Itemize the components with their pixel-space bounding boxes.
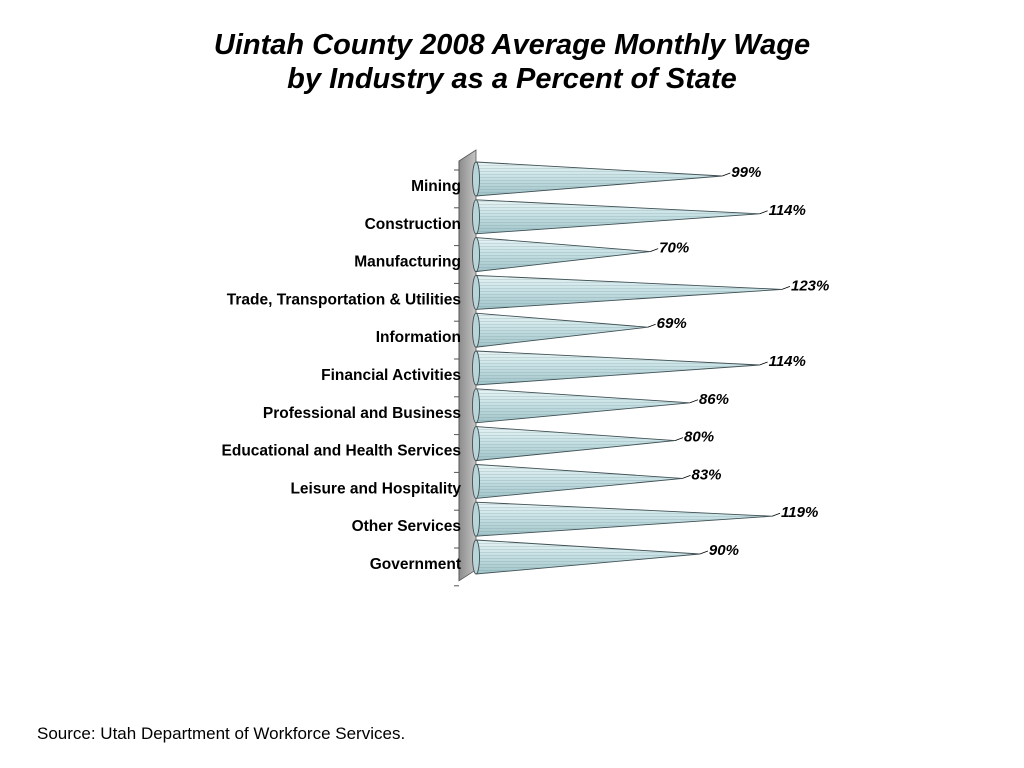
cone-texture xyxy=(476,199,760,234)
cone-base xyxy=(472,350,480,386)
chart-title: Uintah County 2008 Average Monthly Wage … xyxy=(0,28,1024,96)
cone-base xyxy=(472,388,480,424)
cone-texture xyxy=(476,351,760,385)
data-label: 123% xyxy=(791,277,829,294)
data-label-leader xyxy=(759,361,768,366)
category-axis-labels: Mining Construction Manufacturing Trade, Tr… xyxy=(222,178,462,573)
data-label: 99% xyxy=(731,164,761,181)
cone-texture xyxy=(476,237,651,272)
cone-bar xyxy=(472,463,683,499)
cone-bar xyxy=(472,161,723,197)
data-label-leader xyxy=(699,550,709,555)
cone-texture xyxy=(476,502,773,537)
cone-base xyxy=(472,237,480,273)
category-label: Trade, Transportation & Utilities xyxy=(227,291,461,308)
cone-texture xyxy=(476,388,690,423)
data-label-leader xyxy=(689,399,699,404)
source-note: Source: Utah Department of Workforce Ser… xyxy=(37,724,406,743)
cone-base xyxy=(472,463,480,499)
data-label: 119% xyxy=(781,504,818,521)
cone-texture xyxy=(476,426,676,461)
cone-bar xyxy=(472,350,760,386)
cone-texture xyxy=(476,162,723,196)
cone-base xyxy=(472,199,480,235)
cone-bar xyxy=(472,199,760,235)
chart-title-line1: Uintah County 2008 Average Monthly Wage xyxy=(213,29,811,61)
cone-bar xyxy=(472,312,648,348)
data-label-leader xyxy=(781,286,791,290)
data-label: 70% xyxy=(659,240,689,257)
data-label: 114% xyxy=(769,353,806,370)
category-label: Construction xyxy=(365,216,461,233)
cone-bar xyxy=(472,501,773,537)
cone-base xyxy=(472,161,480,197)
category-label: Manufacturing xyxy=(354,254,461,271)
data-label-leader xyxy=(650,248,659,252)
cone-texture xyxy=(476,464,683,499)
cone-bar xyxy=(472,388,690,424)
category-label: Professional and Business xyxy=(263,405,461,422)
category-label: Educational and Health Services xyxy=(222,443,461,460)
cone-bar xyxy=(472,237,651,273)
cone-texture xyxy=(476,540,700,574)
category-label: Other Services xyxy=(352,518,461,535)
cone-base xyxy=(472,274,480,310)
cone-bar xyxy=(472,539,700,575)
cone-bar xyxy=(472,274,783,310)
data-labels: 99% 114% 70% 123% 69% 114% 86% 80% 83% 119% 90% xyxy=(647,164,829,559)
cone-base xyxy=(472,501,480,537)
category-label: Financial Activities xyxy=(321,367,461,384)
cone-texture xyxy=(476,313,648,348)
data-label: 80% xyxy=(684,429,714,446)
chart-back-wall xyxy=(454,149,477,587)
data-label: 86% xyxy=(699,391,729,408)
data-label-leader xyxy=(682,475,691,479)
chart-title-line2: by Industry as a Percent of State xyxy=(287,63,737,95)
cone-bar xyxy=(472,426,676,462)
data-label-leader xyxy=(759,210,768,215)
data-label: 114% xyxy=(769,202,806,219)
data-label: 83% xyxy=(691,466,721,483)
cone-base xyxy=(472,426,480,462)
cone-base xyxy=(472,312,480,348)
data-label-leader xyxy=(647,323,656,328)
cone-base xyxy=(472,539,480,575)
cone-series xyxy=(472,161,783,575)
category-label: Leisure and Hospitality xyxy=(290,480,461,497)
category-label: Mining xyxy=(411,178,461,195)
data-label-leader xyxy=(771,512,781,517)
category-label: Government xyxy=(370,556,461,573)
cone-texture xyxy=(476,275,782,310)
data-label-leader xyxy=(722,172,731,177)
data-label-leader xyxy=(674,437,684,441)
category-label: Information xyxy=(376,329,461,346)
data-label: 69% xyxy=(657,315,687,332)
data-label: 90% xyxy=(709,542,739,559)
